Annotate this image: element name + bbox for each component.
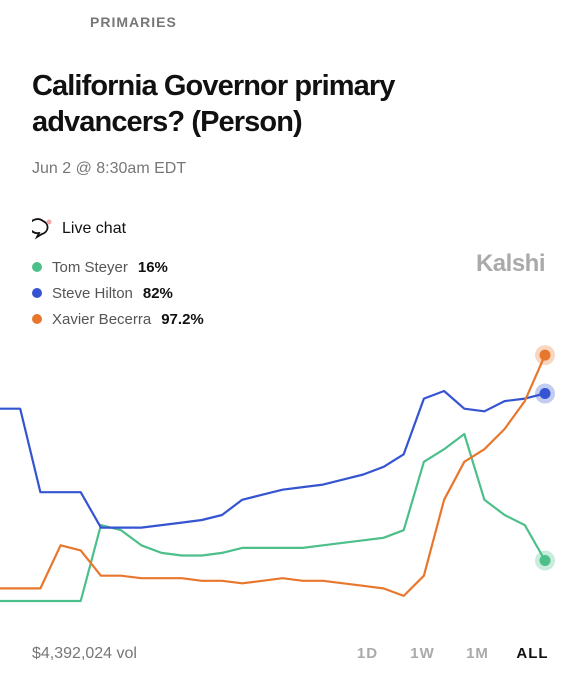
series-line xyxy=(0,432,546,603)
legend-entry: Tom Steyer 16% xyxy=(32,254,204,280)
endpoint-dot xyxy=(539,349,551,361)
range-tab[interactable]: ALL xyxy=(516,645,549,662)
legend-label: Tom Steyer xyxy=(52,258,128,276)
series-line xyxy=(0,389,546,529)
chat-icon xyxy=(32,218,52,240)
legend-entry: Xavier Becerra 97.2% xyxy=(32,306,204,332)
brand-logo: Kalshi xyxy=(475,250,546,277)
legend-swatch xyxy=(32,288,42,298)
endpoint-dot xyxy=(539,388,551,400)
chart xyxy=(0,345,555,603)
legend-entry: Steve Hilton 82% xyxy=(32,280,204,306)
legend-label: Xavier Becerra xyxy=(52,310,152,328)
legend-value: 97.2% xyxy=(161,310,204,328)
chart-title: California Governor primary advancers? (… xyxy=(32,70,395,138)
legend-label: Steve Hilton xyxy=(52,284,133,302)
live-chat[interactable]: Live chat xyxy=(32,218,126,240)
range-tab[interactable]: 1W xyxy=(410,645,435,662)
legend-value: 82% xyxy=(142,284,173,302)
range-tab[interactable]: 1M xyxy=(466,645,489,662)
legend-value: 16% xyxy=(137,258,168,276)
live-chat-label: Live chat xyxy=(62,220,127,237)
legend-swatch xyxy=(32,262,42,272)
range-tabs: 1D 1W 1M ALL xyxy=(340,645,560,662)
category: PRIMARIES xyxy=(90,14,177,30)
range-tab[interactable]: 1D xyxy=(356,645,379,662)
volume: $4,392,024 vol xyxy=(32,645,137,662)
legend: Tom Steyer 16% Steve Hilton 82% Xavier Becer… xyxy=(32,254,204,332)
legend-swatch xyxy=(32,314,42,324)
series-line xyxy=(0,354,547,597)
endpoint-dot xyxy=(539,555,551,567)
chart-subtitle: Jun 2 @ 8:30am EDT xyxy=(32,160,187,177)
